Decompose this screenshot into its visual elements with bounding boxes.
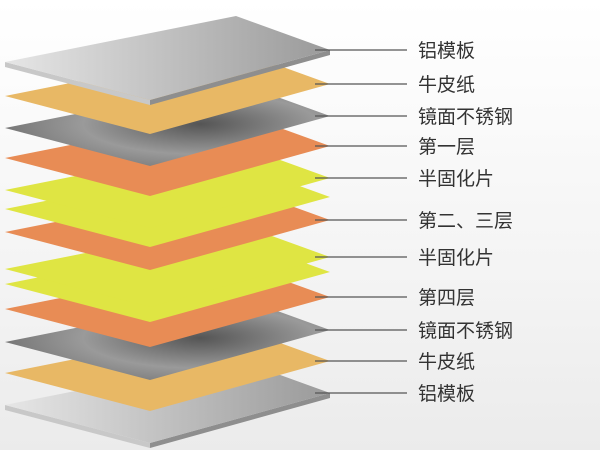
layer-label: 镜面不锈钢 [418,105,514,128]
layer-label: 半固化片 [418,167,495,190]
aluminum-sheet [5,16,330,100]
layer-label: 铝模板 [418,382,476,405]
layer-label: 牛皮纸 [418,350,476,373]
aluminum-plate-edge [150,50,330,105]
layer-label: 铝模板 [418,39,476,62]
layer-label: 第一层 [418,135,476,158]
aluminum-plate-edge [150,393,330,448]
aluminum-plate-edge [5,62,150,105]
layer-label: 第二、三层 [418,209,514,232]
layer-label: 牛皮纸 [418,73,476,96]
layer-label: 镜面不锈钢 [418,319,514,342]
layer-label: 第四层 [418,286,476,309]
aluminum-plate-edge [5,405,150,448]
layer-label: 半固化片 [418,246,495,269]
